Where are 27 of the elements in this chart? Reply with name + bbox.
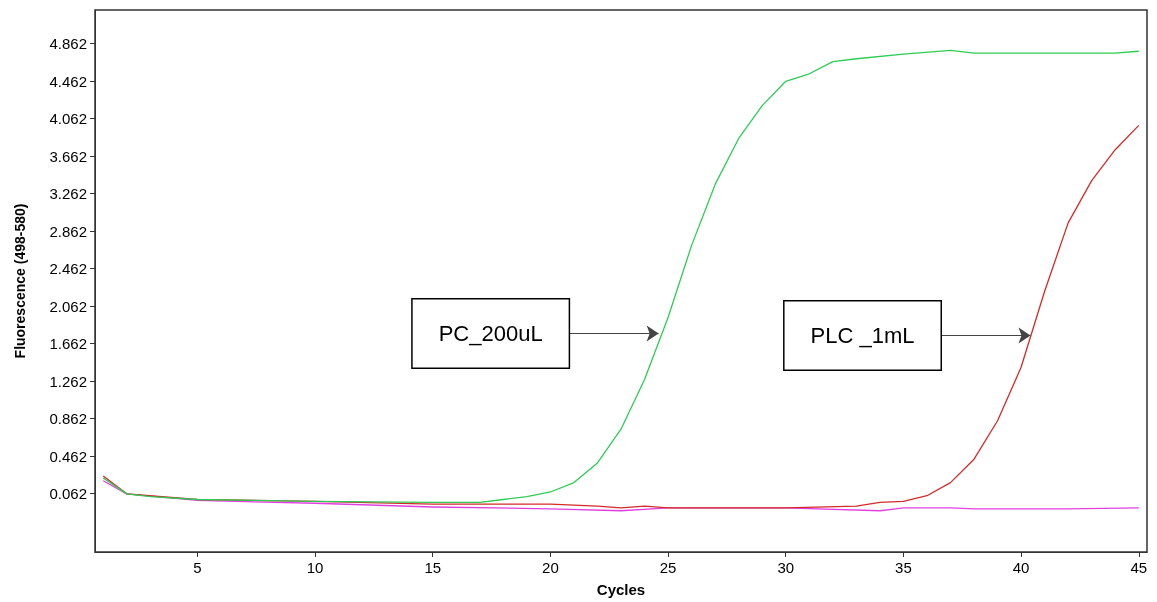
annotation: PLC _1mL (810, 322, 915, 348)
x-tick-label: 15 (424, 559, 442, 576)
y-tick-label: 4.462 (49, 72, 87, 90)
y-axis-title: Fluorescence (498-580) (12, 203, 28, 359)
y-tick-label: 2.062 (49, 297, 87, 315)
line-series (102, 49, 1140, 503)
y-tick-label: 4.862 (49, 35, 87, 53)
x-tick-label: 40 (1012, 559, 1030, 576)
x-tick-label: 20 (542, 559, 559, 576)
y-tick-label: 3.662 (49, 147, 87, 165)
y-tick-label: 2.462 (49, 260, 87, 278)
y-tick-label: 0.062 (49, 485, 87, 503)
x-tick-label: 25 (659, 559, 677, 576)
y-tick-label: 4.062 (49, 110, 87, 128)
y-tick-label: 0.862 (49, 410, 87, 428)
x-tick-label: 5 (193, 559, 202, 576)
annotation: PC_200uL (438, 321, 543, 347)
y-tick-label: 1.662 (49, 335, 87, 353)
x-tick-label: 35 (895, 559, 912, 576)
x-tick-label: 30 (777, 559, 795, 576)
x-tick-label: 45 (1130, 559, 1148, 576)
y-tick-label: 2.862 (49, 222, 87, 240)
y-tick-label: 3.262 (49, 185, 87, 203)
x-axis-title: Cycles (596, 581, 646, 598)
x-tick-label: 10 (306, 559, 324, 576)
y-tick-label: 0.462 (49, 447, 87, 465)
y-tick-label: 1.262 (49, 372, 87, 390)
